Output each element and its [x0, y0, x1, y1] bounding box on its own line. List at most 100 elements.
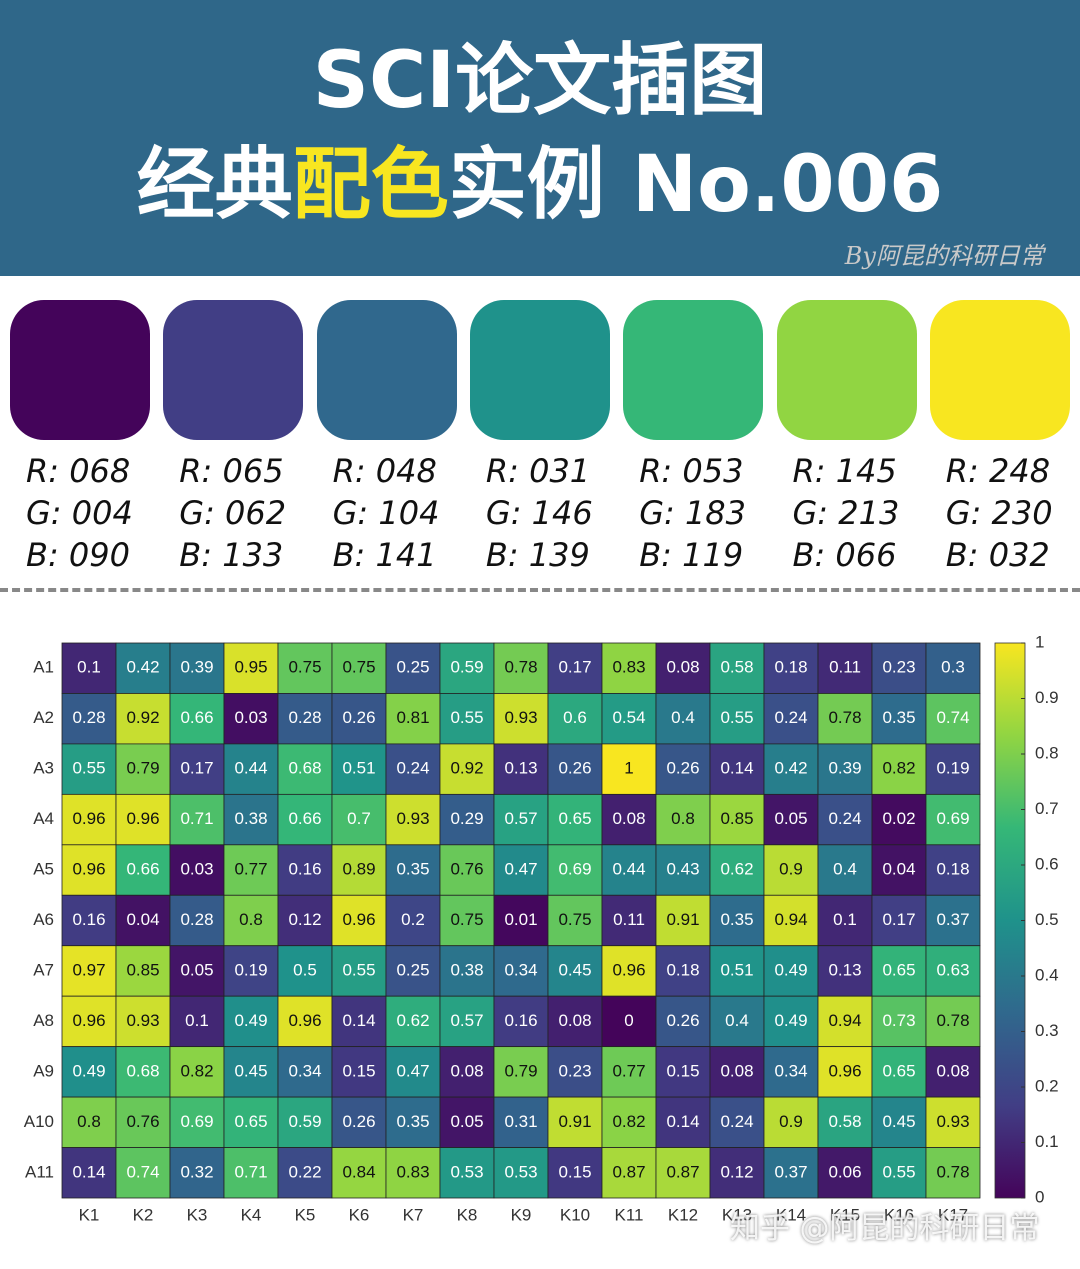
cell-label: 0.75 — [558, 910, 591, 929]
cell — [115, 793, 171, 846]
colorbar-tick-label: 0.9 — [1035, 688, 1059, 707]
rgb-label: B: 032 — [945, 536, 1050, 574]
cell-label: 0.14 — [720, 759, 753, 778]
cell-label: 0.93 — [126, 1011, 159, 1030]
cell — [601, 642, 657, 694]
cell-label: 0.93 — [936, 1112, 969, 1131]
cell — [169, 844, 225, 896]
cell-label: 0.53 — [504, 1162, 537, 1181]
colorbar-tick-label: 0.5 — [1035, 910, 1059, 929]
cell-label: 0.28 — [180, 910, 213, 929]
cell — [277, 1096, 333, 1148]
cell-label: 0.85 — [126, 960, 159, 979]
cell-label: 0.96 — [828, 1061, 861, 1080]
cell-label: 0.62 — [396, 1011, 429, 1030]
cell — [601, 1147, 657, 1199]
cell-label: 0.79 — [126, 759, 159, 778]
cell-label: 0.19 — [234, 960, 267, 979]
cell-label: 0.92 — [450, 759, 483, 778]
cell-label: 0.55 — [720, 708, 753, 727]
cell-label: 0.3 — [941, 658, 965, 677]
cell-label: 0.82 — [180, 1061, 213, 1080]
cell-label: 0.08 — [666, 658, 699, 677]
cell — [655, 1147, 711, 1199]
cell — [439, 642, 495, 694]
cell-label: 0.57 — [450, 1011, 483, 1030]
cell — [277, 1046, 333, 1098]
cell — [331, 995, 387, 1048]
cell-label: 0.14 — [342, 1011, 375, 1030]
cell — [223, 1096, 279, 1148]
cell — [493, 793, 549, 846]
cell — [763, 844, 819, 896]
cell-label: 0.25 — [396, 658, 429, 677]
cell-label: 0.44 — [234, 759, 267, 778]
cell-label: 0.65 — [234, 1112, 267, 1131]
cell-label: 0.76 — [450, 860, 483, 879]
cell-label: 0.38 — [450, 960, 483, 979]
rgb-label: R: 031 — [485, 452, 591, 490]
cell — [601, 844, 657, 896]
cell-label: 0.28 — [288, 708, 321, 727]
cell — [709, 894, 765, 947]
cell-label: 0.03 — [234, 708, 267, 727]
cell — [385, 844, 441, 896]
watermark: 知乎 @阿昆的科研日常 — [730, 1211, 1040, 1246]
cell — [277, 945, 333, 997]
rgb-label: B: 139 — [485, 536, 590, 574]
cell — [655, 945, 711, 997]
cell — [61, 894, 117, 947]
cell-label: 0.8 — [77, 1112, 101, 1131]
cell-label: 0.14 — [666, 1112, 699, 1131]
cell-label: 0.26 — [666, 1011, 699, 1030]
cell — [61, 642, 117, 694]
cell — [925, 793, 981, 846]
x-tick-label: K17 — [938, 1205, 968, 1224]
colorbar-tick-label: 0.6 — [1035, 854, 1059, 873]
swatch — [776, 300, 917, 440]
cell-label: 0.95 — [234, 658, 267, 677]
y-tick-label: A10 — [24, 1112, 54, 1131]
cell — [709, 693, 765, 745]
cell-label: 0.65 — [882, 1061, 915, 1080]
cell-label: 0 — [624, 1011, 633, 1030]
rgb-label: B: 066 — [792, 536, 897, 574]
cell — [223, 995, 279, 1048]
cell — [709, 1147, 765, 1199]
cell — [871, 1096, 927, 1148]
y-tick-label: A1 — [33, 658, 54, 677]
cell — [331, 693, 387, 745]
cell-label: 0.05 — [450, 1112, 483, 1131]
rgb-label: G: 230 — [945, 494, 1053, 532]
cell-label: 0.15 — [342, 1061, 375, 1080]
cell — [925, 945, 981, 997]
cell-label: 0.59 — [288, 1112, 321, 1131]
cell-label: 0.76 — [126, 1112, 159, 1131]
cell-label: 0.2 — [401, 910, 425, 929]
cell — [277, 743, 333, 795]
cell-label: 0.58 — [720, 658, 753, 677]
rgb-label: R: 065 — [179, 452, 284, 490]
cell-label: 0.83 — [612, 658, 645, 677]
signature: By阿昆的科研日常 — [844, 242, 1044, 270]
cell — [817, 743, 873, 795]
cell-label: 0.89 — [342, 860, 375, 879]
cell-label: 0.1 — [833, 910, 857, 929]
cell-label: 0.01 — [504, 910, 537, 929]
cell-label: 0.82 — [612, 1112, 645, 1131]
cell-label: 0.22 — [288, 1162, 321, 1181]
cell — [655, 642, 711, 694]
cell-label: 0.11 — [613, 910, 645, 929]
cell-label: 0.65 — [882, 960, 915, 979]
cell — [817, 1096, 873, 1148]
cell-label: 0.19 — [936, 759, 969, 778]
cell-label: 0.82 — [882, 759, 915, 778]
cell-label: 0.25 — [396, 960, 429, 979]
cell — [493, 743, 549, 795]
cell-label: 0.71 — [234, 1162, 267, 1181]
cell — [547, 743, 603, 795]
cell — [331, 1046, 387, 1098]
y-tick-label: A2 — [33, 708, 54, 727]
cell — [763, 1096, 819, 1148]
cell — [709, 1046, 765, 1098]
